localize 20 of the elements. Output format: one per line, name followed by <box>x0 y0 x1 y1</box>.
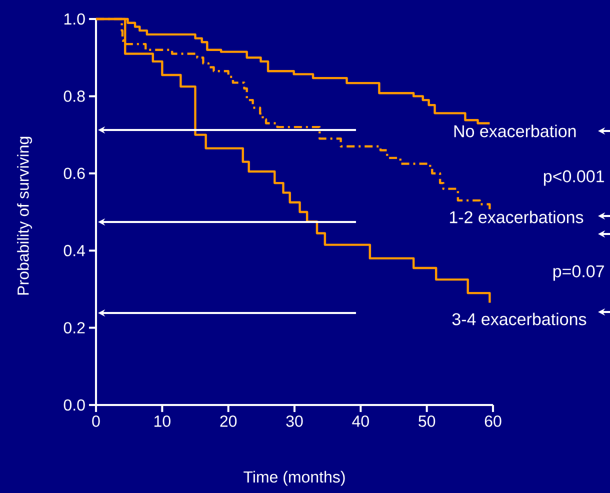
text: p<0.001 <box>544 170 604 186</box>
x-tick-label: 0 <box>92 416 100 427</box>
annotation: 1-2 exacerbations <box>450 210 584 224</box>
text: p=0.07 <box>553 265 604 281</box>
x-tick-label: 20 <box>220 416 237 427</box>
x-tick-label: 50 <box>418 416 436 427</box>
x-tick-label: 10 <box>154 416 170 427</box>
y-tick-label: 0.2 <box>64 322 85 334</box>
y-tick-label: 0.6 <box>64 168 85 180</box>
x-tick-label: 60 <box>484 416 502 427</box>
y-tick-label: 0.8 <box>64 90 85 102</box>
y-tick-label: 0.4 <box>64 244 86 256</box>
x-axis-title: Time (months) <box>244 470 345 486</box>
annotation: No exacerbation <box>454 124 576 138</box>
x-tick-label: 30 <box>286 416 303 427</box>
x-tick-label: 40 <box>352 416 369 427</box>
y-tick-label: 1.0 <box>64 13 85 25</box>
annotation: 3-4 exacerbations <box>452 312 586 326</box>
y-tick-label: 0.0 <box>64 399 85 411</box>
y-axis-title: Probability of surviving <box>17 136 32 295</box>
